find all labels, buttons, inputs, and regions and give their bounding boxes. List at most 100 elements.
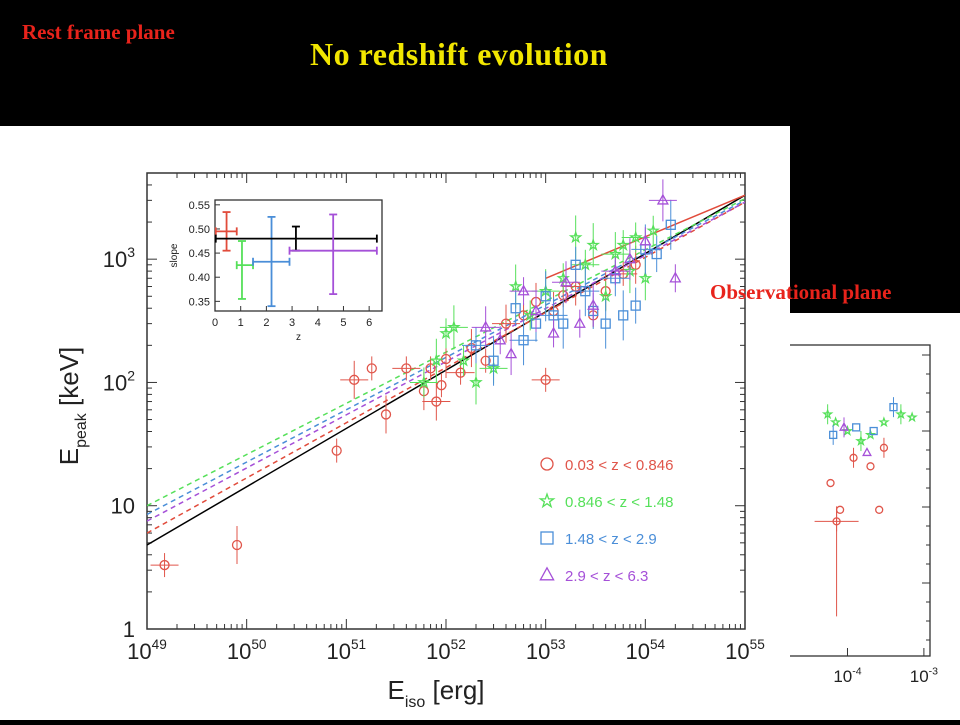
data-point: [456, 353, 471, 367]
y-tick-label: 103: [103, 244, 135, 272]
obs-data-point: [849, 453, 858, 462]
data-point: [523, 308, 537, 322]
legend-marker: [538, 492, 556, 509]
data-point: [429, 353, 444, 367]
x-tick-label: 1054: [626, 637, 666, 664]
data-point: [436, 380, 447, 391]
data-point: [586, 237, 601, 251]
data-point: [505, 347, 518, 359]
data-point: [570, 259, 581, 270]
obs-x-tick-label: 10-3: [910, 665, 938, 686]
data-point: [598, 289, 613, 303]
inset-x-tick-label: 4: [315, 317, 321, 329]
data-point: [500, 318, 512, 329]
data-point: [618, 310, 629, 321]
data-point: [470, 340, 482, 351]
fit-line: [147, 201, 745, 522]
data-point: [656, 193, 669, 205]
data-point: [480, 355, 491, 366]
y-tick-label: 10: [111, 494, 135, 519]
legend-marker: [540, 531, 554, 545]
data-point: [580, 286, 591, 297]
inset-y-tick-label: 0.35: [189, 296, 210, 308]
data-point: [529, 304, 543, 316]
y-tick-label: 1: [123, 617, 135, 642]
data-point: [609, 264, 622, 276]
obs-x-tick-label: 10-4: [833, 665, 861, 686]
x-tick-label: 1055: [725, 637, 765, 664]
obs-data-point: [829, 430, 838, 440]
data-point: [628, 230, 643, 244]
rest-frame-label: Rest frame plane: [22, 20, 175, 44]
obs-data-point: [821, 408, 834, 420]
data-point: [665, 219, 676, 230]
data-point: [431, 396, 442, 407]
data-point: [518, 335, 529, 346]
data-point: [455, 367, 466, 378]
inset-y-tick-label: 0.50: [189, 224, 210, 236]
data-point: [639, 234, 652, 246]
data-point: [556, 271, 571, 285]
obs-data-point: [875, 505, 884, 514]
inset-y-tick-label: 0.45: [189, 248, 210, 260]
data-point: [479, 320, 492, 332]
data-point: [510, 303, 521, 314]
legend-marker: [540, 457, 554, 471]
x-axis-title: Eiso [erg]: [387, 675, 484, 711]
data-point: [616, 237, 631, 251]
inset-x-tick-label: 6: [366, 317, 372, 329]
data-point: [630, 300, 641, 311]
inset-frame: [214, 199, 383, 312]
data-point: [231, 539, 243, 551]
data-point: [425, 363, 436, 374]
data-point: [517, 284, 530, 296]
data-point: [547, 326, 560, 338]
data-point: [439, 326, 453, 340]
inset-x-tick-label: 2: [263, 317, 269, 329]
inset-y-tick-label: 0.55: [189, 200, 210, 212]
obs-data-point: [864, 428, 877, 440]
data-point: [508, 279, 523, 293]
obs-data-point: [879, 443, 889, 452]
inset-x-tick-label: 1: [238, 317, 244, 329]
data-point: [559, 275, 573, 287]
data-point: [417, 375, 431, 389]
obs-data-point: [906, 411, 918, 423]
obs-data-point: [895, 408, 907, 420]
x-tick-label: 1051: [327, 637, 367, 664]
data-point: [380, 409, 392, 420]
data-point: [540, 291, 551, 302]
main-chart-panel: 1049 1050 1051 1052 1053 1054 1055 1 10 102 103 Eis…: [0, 126, 790, 720]
obs-data-point: [889, 402, 898, 412]
obs-data-point: [866, 462, 875, 471]
inset-x-tick-label: 0: [212, 317, 218, 329]
legend-marker: [539, 566, 555, 581]
data-point: [646, 223, 660, 237]
inset-y-tick-label: 0.40: [189, 272, 210, 284]
inset-x-title: z: [296, 332, 301, 343]
obs-data-point: [878, 416, 890, 428]
data-point: [540, 374, 551, 385]
obs-data-point: [829, 416, 842, 428]
observational-plane-label: Observational plane: [710, 280, 892, 304]
legend-label: 0.846 < z < 1.48: [565, 494, 673, 511]
data-point: [494, 333, 507, 345]
data-point: [600, 318, 611, 329]
x-tick-label: 1050: [227, 637, 267, 664]
data-point: [669, 271, 682, 283]
data-point: [558, 318, 569, 329]
legend-label: 2.9 < z < 6.3: [565, 568, 648, 585]
data-point: [651, 248, 662, 260]
obs-data-point: [839, 421, 849, 431]
data-point: [159, 559, 170, 571]
y-axis-title: Epeak [keV]: [54, 347, 90, 466]
data-point: [401, 363, 412, 374]
data-point: [349, 374, 360, 385]
data-point: [638, 271, 653, 285]
y-tick-label: 102: [103, 367, 135, 395]
data-point: [587, 298, 600, 310]
observational-chart-panel: 10-4 10-3: [787, 313, 960, 720]
data-point: [568, 230, 583, 244]
inset-x-tick-label: 3: [289, 317, 295, 329]
x-tick-label: 1049: [127, 637, 167, 664]
